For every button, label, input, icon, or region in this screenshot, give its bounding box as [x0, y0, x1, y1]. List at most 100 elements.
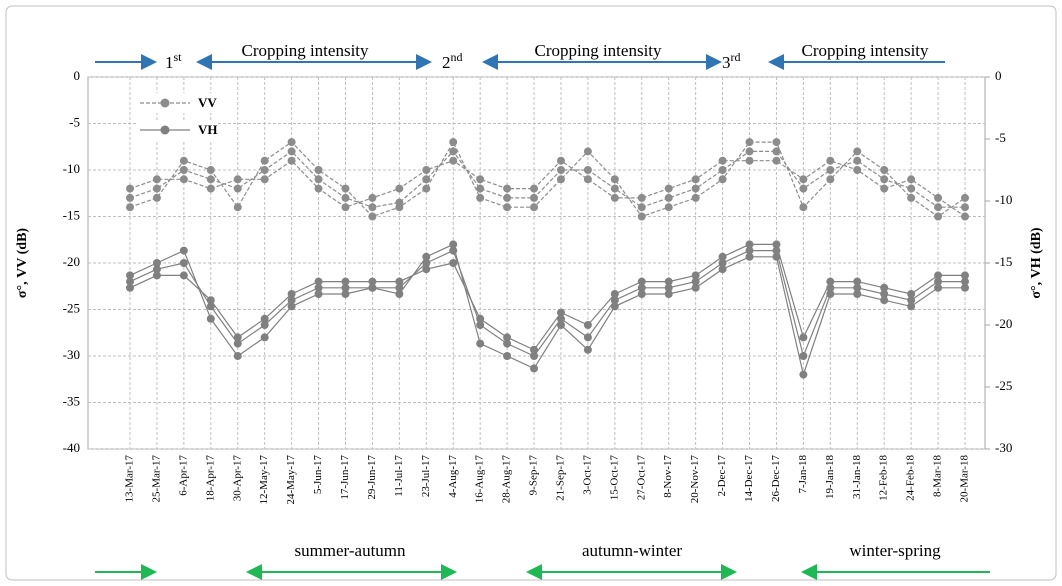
point	[179, 271, 188, 280]
point	[449, 156, 458, 165]
point	[314, 283, 323, 292]
legend-label: VV	[198, 95, 217, 110]
point	[287, 147, 296, 156]
x-tick-label: 14-Dec-17	[743, 455, 755, 503]
point	[152, 193, 161, 202]
point	[530, 352, 539, 360]
point	[934, 283, 943, 292]
point	[772, 156, 781, 165]
point	[503, 184, 512, 193]
y-tick-label: -30	[63, 347, 80, 362]
point	[530, 193, 539, 202]
x-tick-label: 24-May-17	[285, 455, 297, 505]
point	[152, 271, 161, 280]
x-tick-label: 6-Apr-17	[177, 455, 189, 496]
point	[610, 193, 619, 202]
y-tick-label: -5	[69, 114, 80, 129]
point	[152, 259, 161, 267]
series-line	[129, 140, 966, 218]
y-tick-label: -20	[63, 254, 80, 269]
point	[395, 203, 404, 212]
label-bg	[803, 44, 927, 60]
point	[853, 147, 862, 156]
point	[126, 277, 134, 286]
y-tick-label: -10	[63, 161, 80, 176]
point	[691, 283, 700, 292]
point	[637, 203, 646, 212]
x-tick-label: 13-Mar-17	[124, 455, 136, 503]
point	[961, 283, 969, 292]
point	[745, 246, 754, 255]
point	[503, 352, 512, 360]
point	[583, 345, 592, 354]
point	[126, 184, 134, 193]
point	[718, 156, 727, 165]
point	[503, 333, 512, 342]
outer-frame	[5, 5, 1057, 581]
point	[961, 203, 969, 212]
point	[583, 166, 592, 174]
point	[691, 175, 700, 184]
point	[341, 277, 350, 286]
point	[368, 193, 377, 202]
point	[961, 193, 969, 202]
point	[664, 277, 673, 286]
point	[476, 321, 485, 329]
point	[287, 290, 296, 298]
point	[934, 212, 943, 221]
point	[179, 156, 188, 165]
point	[126, 193, 134, 202]
x-tick-label: 20-Mar-18	[959, 455, 971, 503]
point	[772, 147, 781, 156]
x-tick-label: 2-Dec-17	[716, 455, 728, 497]
point	[691, 184, 700, 193]
y-tick-label: -35	[63, 393, 80, 408]
y2-tick-label: -25	[995, 378, 1012, 393]
point	[422, 184, 431, 193]
point	[233, 333, 242, 342]
x-tick-label: 12-May-17	[258, 455, 270, 505]
point	[556, 175, 565, 184]
point	[530, 184, 539, 193]
point	[179, 175, 188, 184]
point	[799, 203, 808, 212]
point	[206, 314, 215, 323]
point	[664, 184, 673, 193]
point	[206, 166, 215, 174]
season-label: autumn-winter	[582, 541, 682, 560]
point	[745, 138, 754, 147]
point	[583, 175, 592, 184]
point	[880, 296, 889, 305]
point	[880, 184, 889, 193]
point	[772, 138, 781, 147]
point	[826, 166, 835, 174]
series-line	[129, 249, 965, 358]
y-tick-label: -40	[63, 440, 80, 455]
point	[503, 203, 512, 212]
x-tick-label: 29-Jun-17	[366, 455, 378, 500]
point	[718, 259, 727, 267]
point	[691, 277, 700, 286]
point	[934, 203, 943, 212]
point	[314, 277, 323, 286]
x-tick-label: 4-Aug-17	[447, 455, 459, 498]
point	[718, 265, 727, 274]
point	[368, 212, 377, 221]
point	[907, 302, 916, 311]
point	[637, 277, 646, 286]
point	[314, 175, 323, 184]
point	[880, 290, 889, 298]
point	[368, 277, 377, 286]
legend-label: VH	[198, 122, 218, 137]
x-tick-label: 5-Jun-17	[312, 455, 324, 495]
point	[907, 193, 916, 202]
point	[476, 339, 485, 348]
point	[179, 259, 188, 267]
x-tick-label: 8-Nov-17	[662, 455, 674, 498]
point	[530, 345, 539, 354]
season-label: winter-spring	[849, 541, 941, 560]
y2-tick-label: -15	[995, 254, 1012, 269]
point	[826, 175, 835, 184]
point	[233, 352, 242, 360]
